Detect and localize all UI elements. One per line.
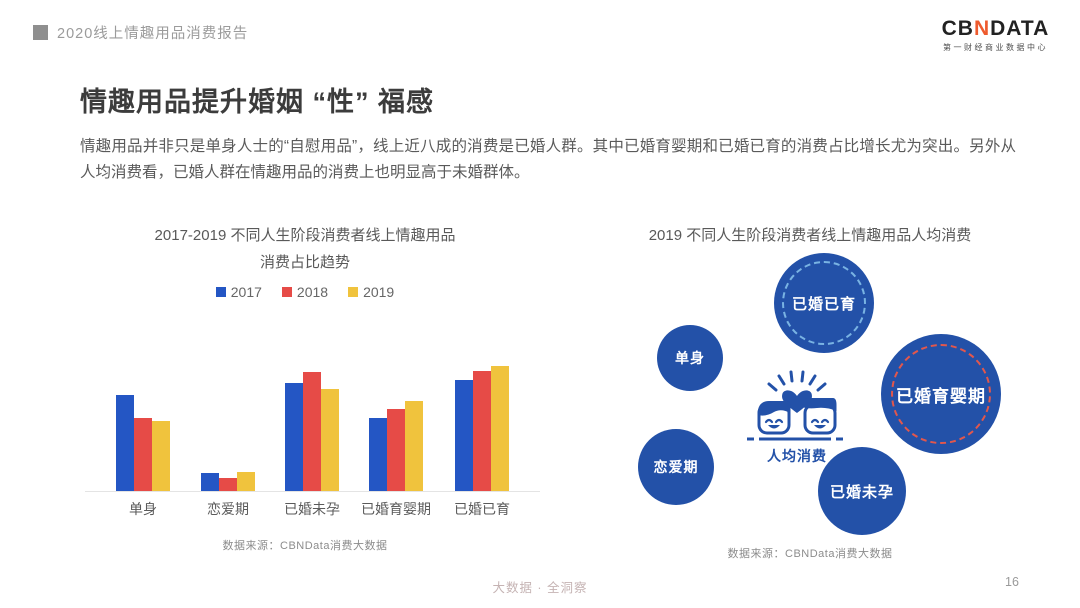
legend-item-2018: 2018 bbox=[281, 284, 329, 300]
bar-2018 bbox=[473, 371, 491, 491]
cbndata-logo: CBNDATA 第一财经商业数据中心 bbox=[933, 18, 1058, 53]
bar-2018 bbox=[303, 372, 321, 491]
legend-item-2019: 2019 bbox=[348, 284, 394, 300]
bubble: 单身 bbox=[657, 325, 723, 391]
bar-2017 bbox=[369, 418, 387, 491]
logo-n: N bbox=[973, 17, 991, 40]
bar-group-4 bbox=[369, 401, 423, 491]
bubble: 已婚已育 bbox=[774, 253, 874, 353]
bar-2017 bbox=[455, 380, 473, 491]
bar-category-label: 恋爱期 bbox=[207, 501, 249, 517]
bar-2019 bbox=[405, 401, 423, 491]
bar-chart: 2017-2019 不同人生阶段消费者线上情趣用品 消费占比趋势 2017 201… bbox=[70, 222, 540, 562]
bubble-chart-title: 2019 不同人生阶段消费者线上情趣用品人均消费 bbox=[648, 227, 972, 244]
logo-subtitle: 第一财经商业数据中心 bbox=[943, 43, 1048, 52]
page-number: 16 bbox=[1005, 575, 1019, 589]
bar-category-label: 已婚育婴期 bbox=[361, 501, 431, 517]
bubble-chart: 2019 不同人生阶段消费者线上情趣用品人均消费 bbox=[600, 222, 1070, 562]
legend-swatch bbox=[215, 287, 226, 297]
bar-2018 bbox=[219, 478, 237, 491]
bar-chart-title-line2: 消费占比趋势 bbox=[259, 254, 350, 271]
page-header: 2020线上情趣用品消费报告 bbox=[33, 22, 248, 43]
bar-2019 bbox=[152, 421, 170, 491]
bar-2017 bbox=[116, 395, 134, 491]
bar-group-5 bbox=[455, 366, 509, 491]
legend-swatch bbox=[348, 287, 359, 297]
logo-data: DATA bbox=[990, 17, 1050, 40]
page-title: 情趣用品提升婚姻 “性” 福感 bbox=[80, 87, 435, 117]
bubble-field: 人均消费 已婚育婴期 已婚已育已婚未孕 恋爱期 单身 bbox=[600, 222, 1070, 562]
bar-2017 bbox=[285, 383, 303, 491]
header-square-icon bbox=[33, 25, 48, 40]
intro-paragraph: 情趣用品并非只是单身人士的“自慰用品”，线上近八成的消费是已婚人群。其中已婚育婴… bbox=[80, 138, 1016, 181]
bubble: 恋爱期 bbox=[638, 429, 714, 505]
bar-category-label: 已婚已育 bbox=[454, 501, 510, 517]
bubble-dashed-ring bbox=[891, 344, 991, 444]
bar-category-label: 单身 bbox=[129, 501, 157, 517]
footer-slogan: 大数据 · 全洞察 bbox=[492, 581, 588, 595]
bar-2018 bbox=[134, 418, 152, 491]
bar-group-2 bbox=[201, 472, 255, 491]
legend-swatch bbox=[281, 287, 292, 297]
bar-2018 bbox=[387, 409, 405, 491]
bubble-label: 恋爱期 bbox=[653, 459, 699, 475]
bar-category-label: 已婚未孕 bbox=[284, 501, 340, 517]
legend-label: 2018 bbox=[296, 284, 329, 300]
bar-chart-legend: 2017 2018 2019 bbox=[70, 284, 540, 300]
bar-category-labels: 单身 恋爱期 已婚未孕 已婚育婴期 已婚已育 bbox=[85, 499, 540, 519]
legend-label: 2019 bbox=[363, 284, 395, 300]
bar-chart-title-line1: 2017-2019 不同人生阶段消费者线上情趣用品 bbox=[154, 227, 456, 244]
bubble-label: 单身 bbox=[675, 350, 705, 366]
bar-plot-area bbox=[85, 361, 540, 492]
couple-icon bbox=[747, 363, 847, 443]
legend-item-2017: 2017 bbox=[215, 284, 262, 300]
bubble-label: 已婚育婴期 bbox=[896, 386, 986, 406]
logo-cb: CB bbox=[941, 17, 974, 40]
report-title: 2020线上情趣用品消费报告 bbox=[57, 26, 249, 42]
bar-chart-source: 数据来源：CBNData消费大数据 bbox=[222, 540, 388, 552]
bubble-label: 已婚已育 bbox=[791, 295, 856, 313]
bar-2019 bbox=[321, 389, 339, 491]
bar-group-3 bbox=[285, 372, 339, 491]
bar-2019 bbox=[237, 472, 255, 491]
bar-2019 bbox=[491, 366, 509, 491]
bar-2017 bbox=[201, 473, 219, 491]
bubble: 已婚育婴期 bbox=[881, 334, 1001, 454]
bubble-label: 已婚未孕 bbox=[829, 483, 894, 501]
bubble-center-label: 人均消费 bbox=[767, 448, 827, 464]
bar-chart-title: 2017-2019 不同人生阶段消费者线上情趣用品 消费占比趋势 bbox=[70, 222, 540, 276]
bubble: 已婚未孕 bbox=[818, 447, 906, 535]
bubble-chart-source: 数据来源：CBNData消费大数据 bbox=[727, 548, 893, 560]
legend-label: 2017 bbox=[230, 284, 262, 300]
bubble-dashed-ring bbox=[782, 261, 866, 345]
bar-group-1 bbox=[116, 395, 170, 491]
cbndata-logo-text: CBNDATA bbox=[933, 18, 1058, 40]
